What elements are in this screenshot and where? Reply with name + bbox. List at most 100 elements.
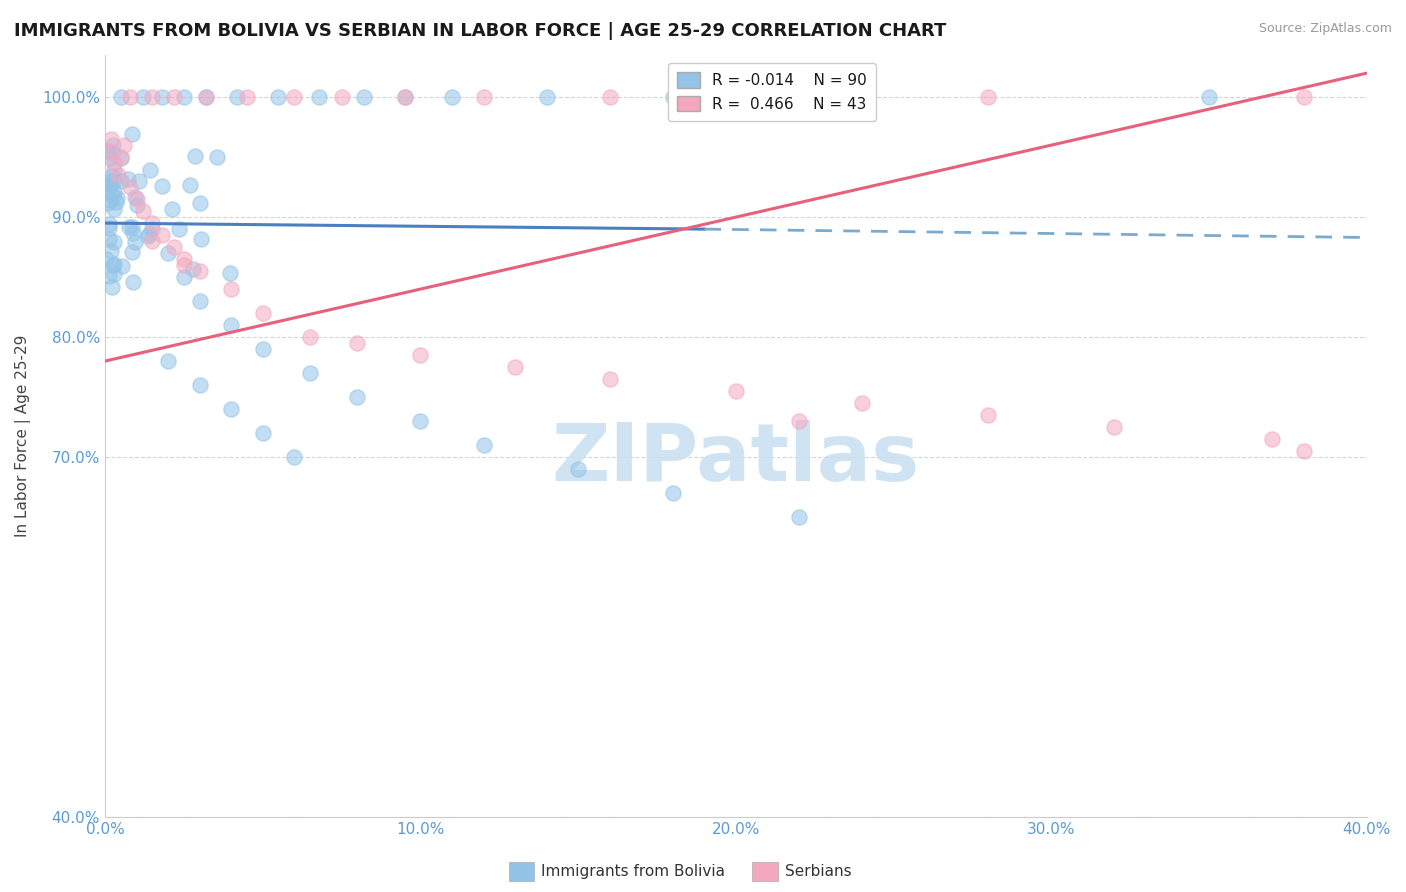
Point <box>121 227 143 241</box>
Point <box>100 169 122 184</box>
Point <box>163 240 186 254</box>
Point <box>851 396 873 410</box>
Point <box>188 195 211 210</box>
Point <box>977 408 1000 422</box>
Point <box>1292 90 1315 104</box>
Point <box>173 270 195 285</box>
Point <box>298 330 321 344</box>
Point <box>188 378 211 392</box>
Point <box>346 390 368 404</box>
Point <box>219 402 242 417</box>
Point <box>173 258 195 272</box>
Point <box>219 266 242 280</box>
Point <box>194 90 217 104</box>
Point <box>173 252 195 266</box>
Point <box>308 90 330 104</box>
Point <box>150 90 173 104</box>
Point <box>536 90 558 104</box>
Point <box>110 259 132 273</box>
Text: ZIPatlas: ZIPatlas <box>551 420 920 498</box>
Point <box>977 90 1000 104</box>
Point <box>803 90 825 104</box>
Point <box>132 204 155 219</box>
Point <box>252 342 274 356</box>
Point <box>141 90 163 104</box>
Point <box>787 90 810 104</box>
Point <box>141 216 163 230</box>
Point <box>283 90 305 104</box>
Point <box>409 348 432 362</box>
Point <box>139 163 162 178</box>
Point <box>141 222 163 236</box>
Point <box>662 486 685 500</box>
Point <box>103 156 125 170</box>
Point <box>503 360 526 375</box>
Point <box>120 90 142 104</box>
Point <box>101 189 124 203</box>
Point <box>100 279 122 293</box>
Point <box>121 219 143 234</box>
Point <box>252 426 274 441</box>
Point <box>1292 444 1315 458</box>
Point <box>179 178 201 193</box>
Point <box>101 258 124 272</box>
Point <box>157 246 180 260</box>
Point <box>163 90 186 104</box>
Point <box>1261 432 1284 446</box>
Point <box>100 132 122 146</box>
Point <box>110 174 132 188</box>
Point <box>98 232 121 246</box>
Point <box>103 163 125 178</box>
Text: Immigrants from Bolivia: Immigrants from Bolivia <box>541 864 725 879</box>
Point <box>226 90 249 104</box>
Point <box>219 318 242 332</box>
Point <box>150 178 173 193</box>
Point <box>103 235 125 249</box>
Point <box>440 90 463 104</box>
Point <box>103 267 125 281</box>
Point <box>98 178 121 192</box>
Point <box>599 90 621 104</box>
Point <box>298 366 321 380</box>
Point <box>190 232 212 246</box>
Point <box>184 149 207 163</box>
Point <box>188 264 211 278</box>
Point <box>98 174 121 188</box>
Point <box>662 90 685 104</box>
Point <box>98 269 121 284</box>
Point <box>107 168 129 182</box>
Point <box>787 510 810 524</box>
Point <box>96 144 118 158</box>
Point <box>194 90 217 104</box>
Point <box>346 336 368 351</box>
Point <box>117 172 139 186</box>
Point <box>394 90 416 104</box>
Point <box>173 90 195 104</box>
Point <box>188 294 211 309</box>
Point <box>103 173 125 187</box>
Point <box>141 234 163 248</box>
Point <box>394 90 416 104</box>
Point <box>353 90 375 104</box>
Point <box>207 150 229 164</box>
Point <box>100 244 122 258</box>
Point <box>787 414 810 428</box>
Point <box>101 137 124 152</box>
Point <box>103 202 125 217</box>
Text: Serbians: Serbians <box>785 864 851 879</box>
Point <box>110 151 132 165</box>
Point <box>97 217 120 231</box>
Y-axis label: In Labor Force | Age 25-29: In Labor Force | Age 25-29 <box>15 334 31 537</box>
Point <box>125 198 148 212</box>
Point <box>236 90 259 104</box>
Point <box>472 90 495 104</box>
Point <box>94 252 117 266</box>
Point <box>98 151 121 165</box>
Point <box>96 184 118 198</box>
Point <box>169 222 191 236</box>
Point <box>219 282 242 296</box>
Point <box>160 202 183 216</box>
Point <box>121 244 143 259</box>
Point <box>97 221 120 235</box>
Point <box>120 180 142 194</box>
